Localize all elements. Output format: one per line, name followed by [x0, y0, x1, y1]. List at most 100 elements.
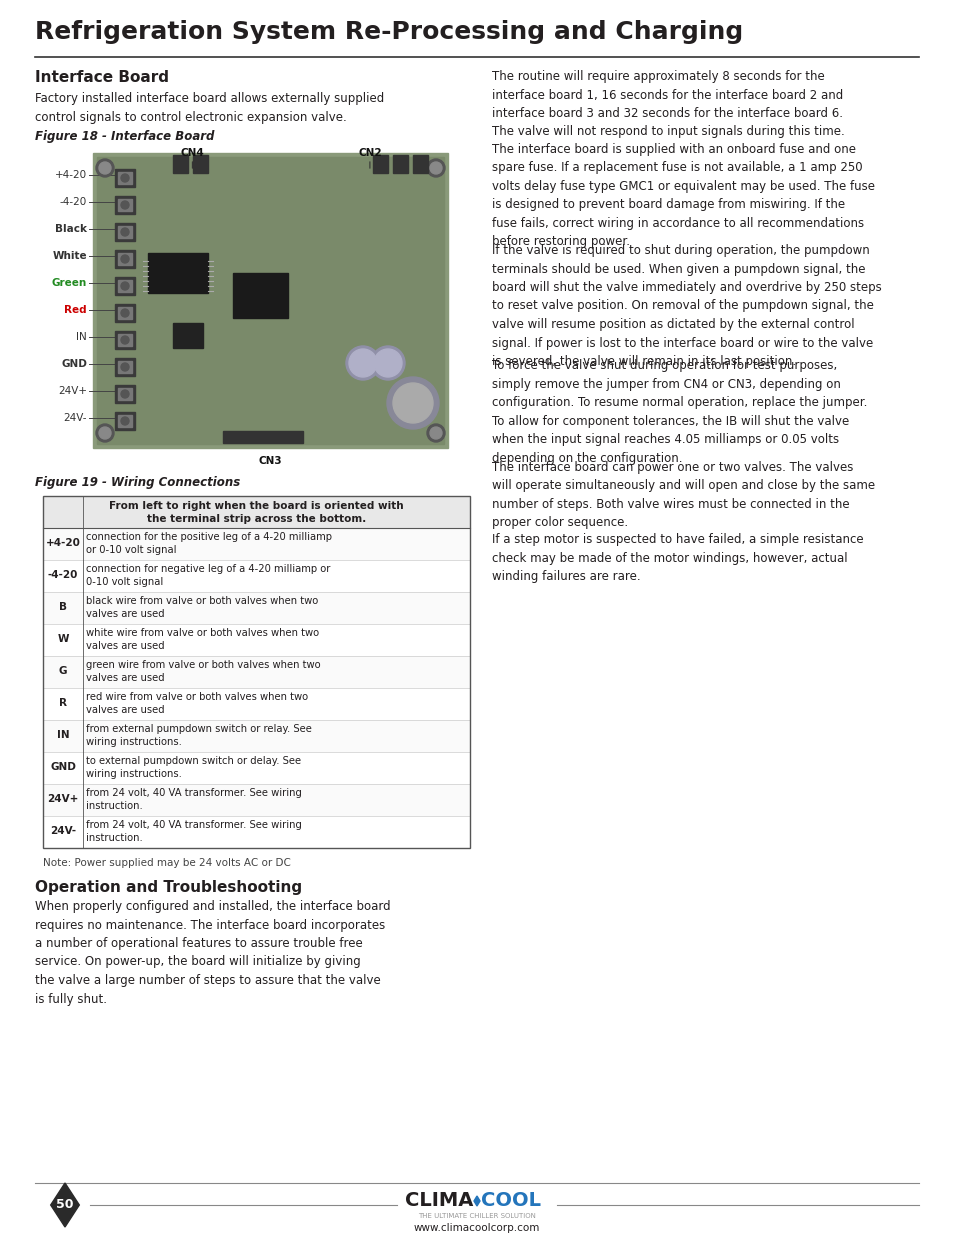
- Bar: [172, 324, 203, 348]
- Text: COOL: COOL: [480, 1192, 540, 1210]
- Text: B: B: [59, 601, 67, 613]
- Text: Factory installed interface board allows externally supplied
control signals to : Factory installed interface board allows…: [35, 91, 384, 124]
- Circle shape: [121, 228, 129, 236]
- Text: W: W: [57, 634, 69, 643]
- Text: 24V-: 24V-: [50, 826, 76, 836]
- Bar: [118, 226, 132, 238]
- Text: Black: Black: [55, 224, 87, 233]
- Bar: [43, 784, 470, 816]
- Text: From left to right when the board is oriented with
the terminal strip across the: From left to right when the board is ori…: [109, 501, 403, 524]
- Text: 50: 50: [56, 1198, 73, 1212]
- Circle shape: [121, 336, 129, 345]
- Text: CN4: CN4: [180, 148, 204, 158]
- Bar: [148, 253, 208, 293]
- Bar: [43, 688, 470, 720]
- Circle shape: [121, 390, 129, 398]
- Bar: [118, 199, 132, 211]
- Circle shape: [121, 254, 129, 263]
- Text: Operation and Troubleshooting: Operation and Troubleshooting: [35, 881, 302, 895]
- Circle shape: [374, 350, 401, 377]
- Text: CN3: CN3: [258, 456, 282, 466]
- Bar: [115, 412, 135, 430]
- Text: to external pumpdown switch or delay. See
wiring instructions.: to external pumpdown switch or delay. Se…: [86, 756, 301, 779]
- Text: 24V-: 24V-: [64, 412, 87, 424]
- Bar: [115, 277, 135, 295]
- Polygon shape: [51, 1183, 79, 1228]
- Bar: [115, 385, 135, 403]
- Text: The interface board can power one or two valves. The valves
will operate simulta: The interface board can power one or two…: [492, 461, 874, 529]
- Text: connection for negative leg of a 4-20 milliamp or
0-10 volt signal: connection for negative leg of a 4-20 mi…: [86, 564, 330, 587]
- Bar: [373, 156, 388, 173]
- Text: Red: Red: [64, 305, 87, 315]
- Text: 24V+: 24V+: [48, 794, 78, 804]
- Bar: [43, 752, 470, 784]
- Bar: [118, 333, 132, 346]
- Text: The interface board is supplied with an onboard fuse and one
spare fuse. If a re: The interface board is supplied with an …: [492, 143, 874, 248]
- Bar: [115, 358, 135, 375]
- Bar: [43, 496, 470, 848]
- Circle shape: [121, 174, 129, 182]
- Text: White: White: [52, 251, 87, 261]
- Bar: [118, 253, 132, 266]
- Bar: [43, 656, 470, 688]
- Text: GND: GND: [61, 359, 87, 369]
- Text: If the valve is required to shut during operation, the pumpdown
terminals should: If the valve is required to shut during …: [492, 245, 881, 368]
- Circle shape: [99, 162, 111, 174]
- Bar: [43, 559, 470, 592]
- Text: green wire from valve or both valves when two
valves are used: green wire from valve or both valves whe…: [86, 659, 320, 683]
- Circle shape: [387, 377, 438, 429]
- Text: www.climacoolcorp.com: www.climacoolcorp.com: [414, 1223, 539, 1233]
- Circle shape: [427, 159, 444, 177]
- Text: The routine will require approximately 8 seconds for the
interface board 1, 16 s: The routine will require approximately 8…: [492, 70, 843, 138]
- Text: from 24 volt, 40 VA transformer. See wiring
instruction.: from 24 volt, 40 VA transformer. See wir…: [86, 820, 301, 844]
- Circle shape: [430, 427, 441, 438]
- Circle shape: [349, 350, 376, 377]
- Bar: [43, 720, 470, 752]
- Text: black wire from valve or both valves when two
valves are used: black wire from valve or both valves whe…: [86, 597, 318, 619]
- Text: white wire from valve or both valves when two
valves are used: white wire from valve or both valves whe…: [86, 629, 319, 651]
- Circle shape: [430, 162, 441, 174]
- Circle shape: [121, 201, 129, 209]
- Bar: [43, 624, 470, 656]
- Bar: [393, 156, 408, 173]
- Bar: [43, 496, 470, 529]
- Text: from 24 volt, 40 VA transformer. See wiring
instruction.: from 24 volt, 40 VA transformer. See wir…: [86, 788, 301, 811]
- Bar: [193, 156, 208, 173]
- Circle shape: [371, 346, 405, 380]
- Bar: [118, 361, 132, 373]
- Bar: [118, 415, 132, 427]
- Circle shape: [427, 424, 444, 442]
- Bar: [118, 388, 132, 400]
- Text: Green: Green: [51, 278, 87, 288]
- Bar: [115, 169, 135, 186]
- Bar: [223, 431, 303, 443]
- Polygon shape: [474, 1195, 479, 1207]
- Text: THE ULTIMATE CHILLER SOLUTION: THE ULTIMATE CHILLER SOLUTION: [417, 1213, 536, 1219]
- Bar: [43, 816, 470, 848]
- Text: IN: IN: [76, 332, 87, 342]
- Bar: [115, 304, 135, 322]
- Bar: [413, 156, 428, 173]
- Circle shape: [121, 417, 129, 425]
- Circle shape: [121, 309, 129, 317]
- Circle shape: [346, 346, 379, 380]
- Circle shape: [393, 383, 433, 424]
- Text: R: R: [59, 698, 67, 708]
- Text: Figure 18 - Interface Board: Figure 18 - Interface Board: [35, 130, 214, 143]
- Circle shape: [99, 427, 111, 438]
- Text: Interface Board: Interface Board: [35, 70, 169, 85]
- Bar: [172, 156, 188, 173]
- Bar: [115, 224, 135, 241]
- Bar: [115, 196, 135, 214]
- Text: -4-20: -4-20: [48, 571, 78, 580]
- Text: +4-20: +4-20: [55, 170, 87, 180]
- Text: connection for the positive leg of a 4-20 milliamp
or 0-10 volt signal: connection for the positive leg of a 4-2…: [86, 532, 332, 555]
- Bar: [115, 249, 135, 268]
- Circle shape: [96, 424, 113, 442]
- Text: Figure 19 - Wiring Connections: Figure 19 - Wiring Connections: [35, 475, 240, 489]
- Text: GND: GND: [50, 762, 76, 772]
- Text: IN: IN: [56, 730, 70, 740]
- Text: If a step motor is suspected to have failed, a simple resistance
check may be ma: If a step motor is suspected to have fai…: [492, 534, 862, 583]
- Text: +4-20: +4-20: [46, 538, 80, 548]
- Bar: [118, 308, 132, 319]
